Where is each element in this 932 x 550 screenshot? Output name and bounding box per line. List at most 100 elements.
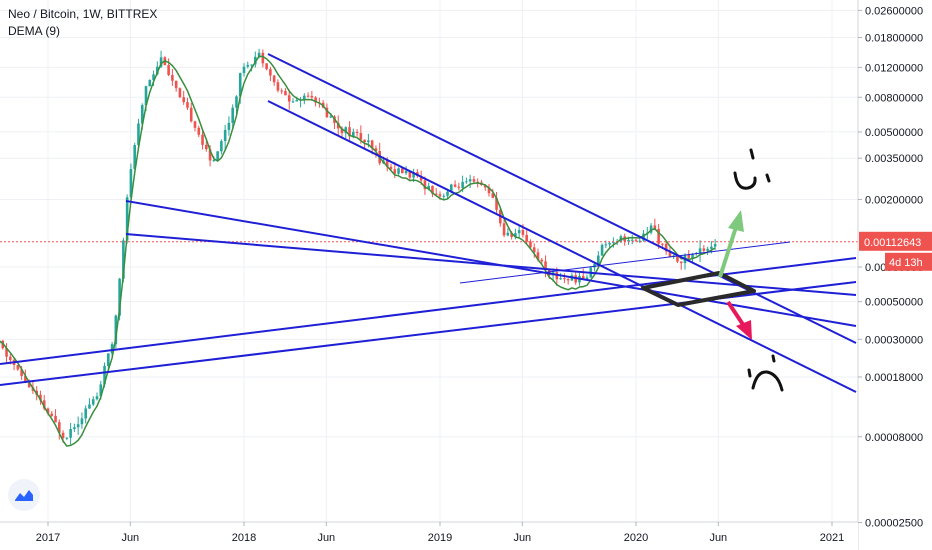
sad-face-eye [771,354,776,363]
candle-body [344,127,348,134]
range-rectangle [641,271,756,307]
candle-body [235,96,238,108]
candle-body [702,248,706,251]
candle-body [42,400,46,409]
candle-body [231,107,234,123]
candle-body [698,248,702,253]
candle-body [140,105,144,124]
candle-body [254,56,257,65]
candle-body [114,315,118,345]
candle-body [216,151,219,160]
candle-body [220,141,223,152]
price-badges: 0.00112643 4d 13h [859,231,932,271]
candle-body [54,415,57,423]
candle-body [186,102,189,108]
x-tick-label: 2019 [428,532,452,544]
candle-body [630,239,634,241]
bar-countdown: 4d 13h [889,257,923,269]
trend-line [267,100,857,393]
candle-body [687,254,691,259]
candle-body [517,230,521,234]
candle-body [600,244,604,256]
candle-body [657,228,660,244]
candle-body [148,80,152,87]
candle-body [661,243,664,245]
candle-body [691,254,694,259]
candle-body [295,99,299,102]
candle-body [434,193,438,195]
candle-body [465,181,468,183]
candle-body [91,399,95,405]
price-axis[interactable]: 0.02600000 0.01800000 0.01200000 0.00800000… [857,0,932,550]
candle-body [713,244,717,247]
candle-body [393,169,397,174]
candle-body [446,191,449,196]
candle-body [457,186,461,188]
candle-body [144,86,148,106]
candle-body [261,52,265,64]
dema-line [0,55,716,447]
symbol-title[interactable]: Neo / Bitcoin, 1W, BITTREX [8,7,158,21]
y-tick-label: 0.00350000 [865,153,923,165]
happy-face-eye [749,148,755,160]
candle-body [423,180,427,190]
tradingview-logo-icon[interactable] [8,479,40,511]
x-tick-label: 2020 [624,532,648,544]
time-axis[interactable]: 2017 Jun 2018 Jun 2019 Jun 2020 Jun 2021 [0,521,858,550]
candle-body [61,432,65,439]
candle-body [137,123,140,146]
x-tick-label: 2021 [820,532,844,544]
candle-body [585,277,589,280]
candle-body [182,97,185,103]
candle-body [397,168,400,174]
down-arrow-head [736,320,752,340]
candle-body [427,185,430,190]
candle-body [442,195,446,197]
candle-body [238,73,242,97]
candle-body [167,65,170,76]
candle-body [438,194,442,197]
candle-body [359,133,363,140]
candle-body [73,427,76,430]
candle-body [20,369,23,376]
x-tick-label: Jun [317,532,335,544]
candle-body [208,149,212,161]
candle-body [476,181,479,183]
down-arrow-shaft [726,300,746,328]
y-tick-label: 0.00800000 [865,92,923,104]
candle-body [65,437,69,439]
candle-body [159,57,163,67]
candle-body [468,179,472,182]
candle-body [205,144,208,150]
candle-body [174,80,178,89]
candle-body [193,121,197,128]
indicator-label[interactable]: DEMA (9) [8,24,61,38]
candle-body [649,225,653,233]
y-tick-label: 0.00008000 [865,432,923,444]
trend-line-drawings[interactable] [0,53,857,393]
candle-body [536,252,540,260]
candle-body [39,394,42,401]
candle-body [27,382,31,388]
candle-body [389,166,393,170]
sad-face-eye [747,368,752,378]
y-tick-label: 0.00030000 [865,334,923,346]
candle-body [540,259,544,262]
candle-body [370,140,374,149]
trend-line [0,257,857,365]
candle-body [593,263,596,268]
sad-face-mouth [751,370,784,392]
candle-body [287,95,291,102]
up-arrow-shaft [718,226,738,278]
candle-body [129,169,133,198]
candle-body [668,251,672,257]
candle-body [189,107,193,122]
happy-face-mouth [733,171,757,190]
candle-body [676,255,679,262]
candle-body [563,278,566,280]
candle-body [50,413,54,416]
candle-body [265,63,268,70]
candle-body [566,279,570,281]
